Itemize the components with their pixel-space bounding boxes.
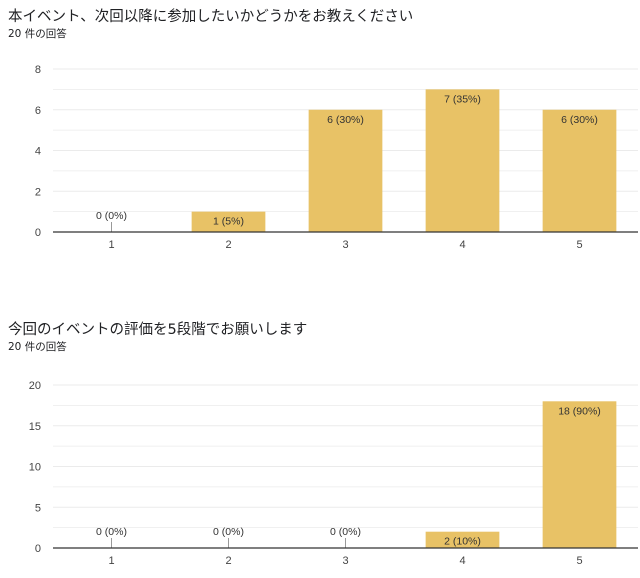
y-tick-label: 8 (35, 64, 41, 76)
y-tick-label: 6 (35, 105, 41, 117)
y-tick-label: 20 (29, 380, 41, 392)
data-label: 0 (0%) (96, 526, 127, 538)
y-tick-label: 0 (35, 543, 41, 555)
bar (542, 109, 617, 232)
data-label: 6 (30%) (327, 114, 364, 126)
data-label: 0 (0%) (330, 526, 361, 538)
question-title: 今回のイベントの評価を5段階でお願いします (8, 322, 308, 338)
data-label: 0 (0%) (96, 210, 127, 222)
x-tick-label: 5 (576, 555, 582, 567)
bar (191, 211, 266, 232)
data-label: 18 (90%) (558, 405, 601, 417)
data-label: 7 (35%) (444, 93, 481, 105)
chart-block-rating: 今回のイベントの評価を5段階でお願いします 20 件の回答 0 5 10 15 20 0 … (0, 315, 640, 578)
x-tick-label: 4 (459, 555, 465, 567)
x-tick-label: 2 (225, 555, 231, 567)
data-label: 1 (5%) (213, 216, 244, 228)
x-tick-label: 5 (576, 239, 582, 251)
data-label: 2 (10%) (444, 536, 481, 548)
y-tick-label: 2 (35, 186, 41, 198)
chart-block-participation: 本イベント、次回以降に参加したいかどうかをお教えください 20 件の回答 0 2 4… (8, 9, 638, 251)
y-tick-label: 4 (35, 146, 41, 158)
y-tick-label: 15 (29, 421, 41, 433)
x-tick-label: 3 (342, 555, 348, 567)
response-count: 20 件の回答 (8, 341, 67, 353)
y-tick-label: 10 (29, 462, 41, 474)
bar-chart-participation: 0 2 4 6 8 0 (0%) 1 1 (5%) 2 6 (30%) 3 7 (35%) 4 6 (30… (35, 64, 638, 251)
bar-chart-rating: 0 5 10 15 20 0 (0%) 1 0 (0%) 2 0 (0%) 3 2 (10%) 4 18 … (29, 380, 638, 567)
y-tick-label: 0 (35, 227, 41, 239)
x-tick-label: 1 (108, 555, 114, 567)
x-tick-label: 2 (225, 239, 231, 251)
x-tick-label: 1 (108, 239, 114, 251)
bar (308, 109, 383, 232)
y-tick-label: 5 (35, 502, 41, 514)
bar (425, 531, 500, 548)
question-title: 本イベント、次回以降に参加したいかどうかをお教えください (8, 9, 414, 25)
data-label: 0 (0%) (213, 526, 244, 538)
x-tick-label: 3 (342, 239, 348, 251)
bar (542, 401, 617, 548)
x-tick-label: 4 (459, 239, 465, 251)
data-label: 6 (30%) (561, 114, 598, 126)
response-count: 20 件の回答 (8, 28, 67, 40)
bar (425, 89, 500, 232)
